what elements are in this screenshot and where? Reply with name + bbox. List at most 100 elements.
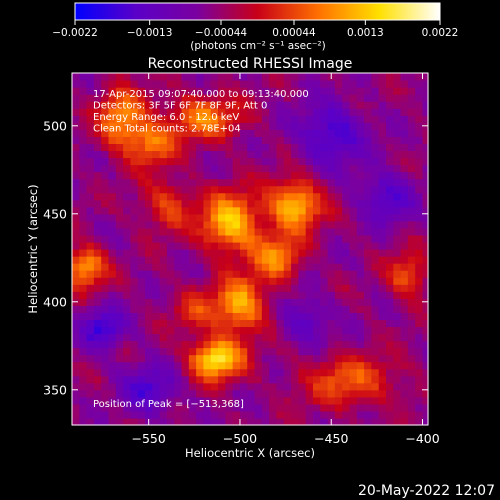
- heatmap-cell: [364, 101, 372, 109]
- heatmap-cell: [101, 171, 110, 180]
- heatmap-cell: [210, 403, 219, 412]
- heatmap-cell: [371, 256, 380, 264]
- heatmap-cell: [386, 354, 394, 363]
- heatmap-cell: [196, 94, 205, 102]
- heatmap-cell: [72, 347, 80, 356]
- heatmap-cell: [312, 368, 321, 377]
- heatmap-cell: [181, 185, 190, 194]
- heatmap-cell: [225, 396, 234, 405]
- heatmap-cell: [356, 319, 365, 328]
- heatmap-cell: [269, 115, 278, 123]
- heatmap-cell: [137, 192, 146, 201]
- heatmap-cell: [386, 389, 394, 398]
- heatmap-cell: [232, 108, 241, 116]
- heatmap-cell: [210, 410, 219, 419]
- heatmap-cell: [400, 347, 409, 356]
- heatmap-cell: [276, 410, 285, 419]
- heatmap-cell: [145, 101, 153, 109]
- heatmap-cell: [291, 396, 299, 405]
- heatmap-cell: [305, 354, 314, 363]
- heatmap-cell: [115, 305, 124, 313]
- heatmap-cell: [378, 410, 387, 419]
- heatmap-cell: [298, 213, 307, 222]
- heatmap-cell: [422, 361, 429, 370]
- heatmap-cell: [93, 291, 102, 299]
- heatmap-cell: [400, 396, 409, 405]
- heatmap-cell: [123, 94, 132, 102]
- heatmap-cell: [291, 192, 299, 201]
- heatmap-cell: [79, 234, 88, 243]
- heatmap-cell: [393, 164, 402, 173]
- heatmap-cell: [188, 347, 197, 356]
- heatmap-cell: [247, 354, 256, 363]
- heatmap-cell: [371, 347, 380, 356]
- heatmap-cell: [283, 199, 292, 208]
- heatmap-cell: [269, 213, 278, 222]
- heatmap-cell: [378, 150, 387, 159]
- heatmap-cell: [291, 164, 299, 173]
- heatmap-cell: [225, 80, 234, 88]
- heatmap-cell: [79, 101, 88, 109]
- heatmap-cell: [422, 234, 429, 243]
- heatmap-cell: [232, 178, 241, 187]
- heatmap-cell: [364, 108, 372, 116]
- heatmap-cell: [415, 241, 424, 250]
- heatmap-cell: [196, 347, 205, 356]
- heatmap-cell: [123, 171, 132, 180]
- heatmap-cell: [137, 206, 146, 215]
- heatmap-cell: [327, 227, 336, 236]
- heatmap-cell: [166, 192, 175, 201]
- heatmap-cell: [349, 80, 358, 88]
- heatmap-cell: [108, 150, 117, 159]
- heatmap-cell: [232, 389, 241, 398]
- heatmap-cell: [291, 185, 299, 194]
- heatmap-cell: [378, 199, 387, 208]
- heatmap-cell: [356, 361, 365, 370]
- heatmap-cell: [261, 256, 270, 264]
- heatmap-cell: [342, 115, 351, 123]
- heatmap-cell: [327, 319, 336, 328]
- heatmap-cell: [174, 284, 183, 292]
- heatmap-cell: [364, 122, 372, 130]
- heatmap-cell: [291, 263, 299, 271]
- heatmap-cell: [232, 94, 241, 102]
- heatmap-cell: [239, 178, 248, 187]
- heatmap-cell: [247, 185, 256, 194]
- heatmap-cell: [218, 122, 226, 130]
- heatmap-cell: [203, 305, 212, 313]
- heatmap-cell: [342, 396, 351, 405]
- heatmap-cell: [407, 312, 416, 320]
- heatmap-cell: [349, 199, 358, 208]
- heatmap-cell: [137, 241, 146, 250]
- heatmap-cell: [196, 256, 205, 264]
- heatmap-cell: [218, 333, 226, 342]
- heatmap-cell: [386, 150, 394, 159]
- heatmap-cell: [291, 157, 299, 166]
- heatmap-cell: [166, 305, 175, 313]
- heatmap-cell: [239, 396, 248, 405]
- heatmap-cell: [342, 199, 351, 208]
- heatmap-cell: [159, 213, 168, 222]
- heatmap-cell: [254, 396, 263, 405]
- heatmap-cell: [225, 326, 234, 335]
- heatmap-cell: [145, 368, 153, 377]
- heatmap-cell: [283, 115, 292, 123]
- heatmap-cell: [210, 340, 219, 349]
- heatmap-cell: [276, 206, 285, 215]
- heatmap-cell: [130, 80, 139, 88]
- heatmap-cell: [327, 87, 336, 95]
- heatmap-cell: [254, 403, 263, 412]
- heatmap-cell: [145, 361, 153, 370]
- heatmap-cell: [415, 80, 424, 88]
- heatmap-cell: [261, 340, 270, 349]
- heatmap-cell: [334, 101, 343, 109]
- heatmap-cell: [371, 185, 380, 194]
- heatmap-cell: [239, 101, 248, 109]
- heatmap-cell: [188, 354, 197, 363]
- heatmap-cell: [283, 206, 292, 215]
- heatmap-cell: [72, 164, 80, 173]
- heatmap-cell: [188, 73, 197, 81]
- heatmap-cell: [101, 234, 110, 243]
- heatmap-cell: [123, 354, 132, 363]
- heatmap-cell: [276, 73, 285, 81]
